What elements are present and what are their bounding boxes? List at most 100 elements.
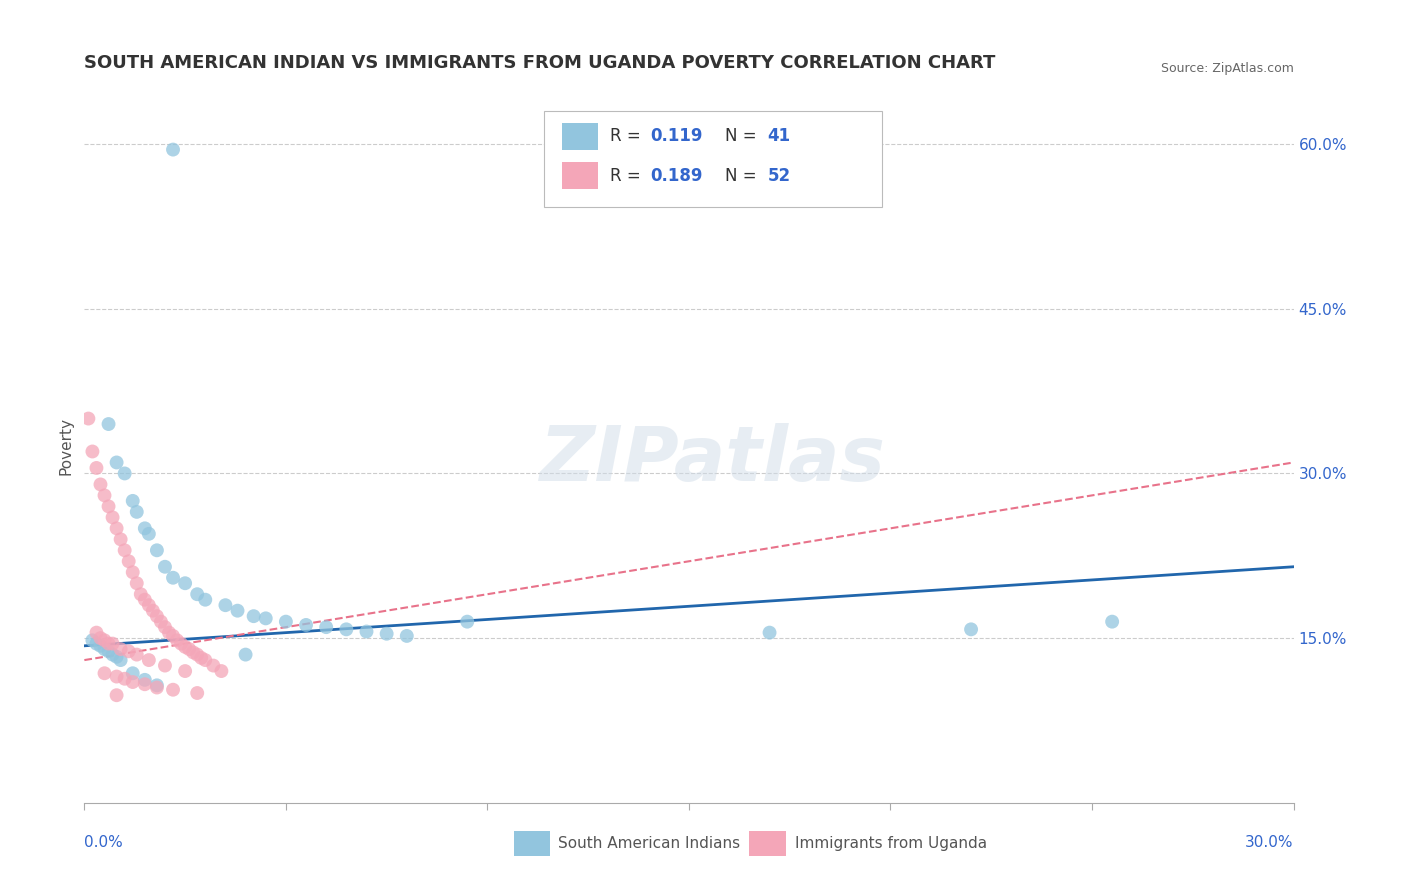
Bar: [562, 123, 599, 150]
Text: 41: 41: [768, 128, 790, 145]
Point: [162, 571, 184, 585]
Point: [105, 688, 128, 702]
Point: [129, 587, 152, 601]
Point: [125, 576, 148, 591]
Point: [82, 633, 104, 648]
Point: [134, 521, 156, 535]
Point: [153, 658, 176, 673]
Point: [121, 566, 143, 580]
Point: [105, 521, 128, 535]
Point: [174, 640, 197, 654]
Text: Source: ZipAtlas.com: Source: ZipAtlas.com: [1160, 62, 1294, 75]
Point: [110, 533, 132, 547]
Point: [101, 510, 124, 524]
Point: [153, 559, 176, 574]
Point: [209, 664, 232, 678]
Point: [93, 642, 115, 657]
Point: [86, 625, 108, 640]
Point: [110, 642, 132, 657]
Point: [375, 626, 398, 640]
Point: [174, 664, 197, 678]
Point: [97, 644, 120, 658]
Text: R =: R =: [610, 128, 647, 145]
Point: [170, 637, 193, 651]
Bar: [749, 831, 786, 856]
Point: [226, 604, 249, 618]
Y-axis label: Poverty: Poverty: [58, 417, 73, 475]
Point: [89, 639, 111, 653]
Point: [125, 505, 148, 519]
Point: [149, 615, 172, 629]
Point: [315, 620, 337, 634]
Text: 0.119: 0.119: [650, 128, 703, 145]
Point: [274, 615, 297, 629]
Point: [138, 653, 160, 667]
Point: [118, 644, 141, 658]
Point: [335, 623, 357, 637]
Point: [110, 653, 132, 667]
Point: [146, 678, 169, 692]
Point: [1101, 615, 1123, 629]
Point: [101, 648, 124, 662]
Point: [125, 648, 148, 662]
Point: [395, 629, 418, 643]
Text: 30.0%: 30.0%: [1246, 835, 1294, 850]
Point: [93, 633, 115, 648]
Point: [960, 623, 983, 637]
Point: [93, 666, 115, 681]
Point: [77, 411, 100, 425]
Point: [114, 467, 136, 481]
Point: [356, 624, 378, 639]
Point: [138, 598, 160, 612]
Text: South American Indians: South American Indians: [558, 836, 741, 851]
Point: [121, 666, 143, 681]
Point: [89, 477, 111, 491]
Point: [214, 598, 236, 612]
Point: [105, 455, 128, 469]
Point: [153, 620, 176, 634]
Point: [97, 637, 120, 651]
Point: [101, 637, 124, 651]
Point: [142, 604, 165, 618]
Point: [114, 672, 136, 686]
Bar: [544, 111, 883, 207]
Point: [235, 648, 257, 662]
Point: [97, 500, 120, 514]
Point: [105, 669, 128, 683]
Point: [202, 658, 225, 673]
Point: [190, 651, 212, 665]
Point: [162, 143, 184, 157]
Point: [194, 592, 217, 607]
Point: [179, 642, 201, 657]
Point: [254, 611, 277, 625]
Text: Immigrants from Uganda: Immigrants from Uganda: [796, 836, 987, 851]
Point: [758, 625, 780, 640]
Point: [456, 615, 478, 629]
Point: [105, 649, 128, 664]
Point: [186, 587, 208, 601]
Point: [121, 675, 143, 690]
Text: R =: R =: [610, 167, 647, 185]
Text: 0.0%: 0.0%: [84, 835, 124, 850]
Point: [146, 681, 169, 695]
Text: N =: N =: [725, 128, 762, 145]
Point: [295, 618, 318, 632]
Point: [86, 637, 108, 651]
Point: [93, 488, 115, 502]
Point: [162, 629, 184, 643]
Point: [174, 576, 197, 591]
Point: [134, 592, 156, 607]
Bar: [513, 831, 550, 856]
Point: [134, 677, 156, 691]
Text: N =: N =: [725, 167, 762, 185]
Point: [89, 631, 111, 645]
Point: [118, 554, 141, 568]
Point: [86, 461, 108, 475]
Point: [181, 645, 204, 659]
Point: [146, 609, 169, 624]
Text: 0.189: 0.189: [650, 167, 703, 185]
Point: [146, 543, 169, 558]
Point: [82, 444, 104, 458]
Point: [194, 653, 217, 667]
Text: SOUTH AMERICAN INDIAN VS IMMIGRANTS FROM UGANDA POVERTY CORRELATION CHART: SOUTH AMERICAN INDIAN VS IMMIGRANTS FROM…: [84, 54, 995, 72]
